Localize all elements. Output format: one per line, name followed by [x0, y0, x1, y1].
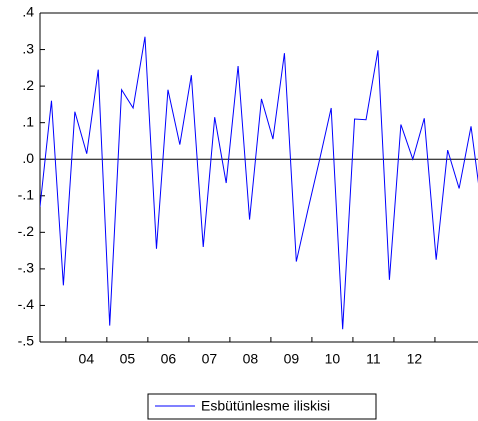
- x-tick-label: 09: [284, 351, 300, 367]
- x-tick-label: 07: [202, 351, 218, 367]
- x-tick-label: 11: [366, 351, 381, 367]
- data-line: [40, 36, 478, 330]
- x-tick-label: 08: [243, 351, 259, 367]
- y-tick-label: -.5: [18, 333, 35, 349]
- y-tick-label: .2: [22, 77, 34, 93]
- x-tick-label: 06: [161, 351, 177, 367]
- y-tick-label: .4: [22, 4, 34, 20]
- y-tick-label: -.3: [18, 260, 35, 276]
- y-tick-label: .0: [22, 150, 34, 166]
- y-tick-label: .1: [22, 113, 34, 129]
- y-tick-label: .3: [22, 40, 34, 56]
- x-tick-label: 10: [325, 351, 341, 367]
- y-tick-label: -.4: [18, 296, 35, 312]
- legend-label: Esbütünlesme iliskisi: [201, 398, 330, 414]
- y-tick-label: -.1: [18, 186, 35, 202]
- x-tick-label: 04: [79, 351, 95, 367]
- x-tick-label: 12: [407, 351, 423, 367]
- y-tick-label: -.2: [18, 223, 35, 239]
- x-tick-label: 05: [120, 351, 136, 367]
